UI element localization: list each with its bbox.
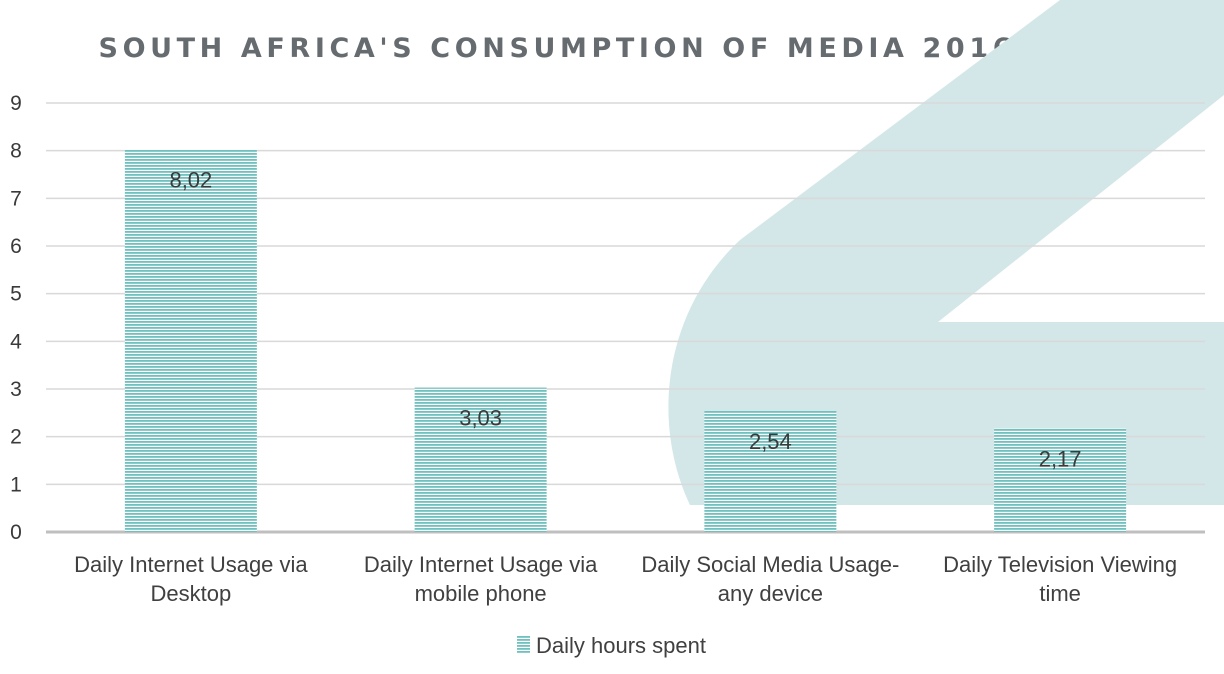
x-category-label: Daily Television Viewing	[943, 552, 1177, 577]
chart-title: SOUTH AFRICA'S CONSUMPTION OF MEDIA 2016…	[98, 33, 1126, 64]
data-label: 2,54	[749, 429, 792, 454]
x-category-label: Daily Social Media Usage-	[641, 552, 899, 577]
y-tick-label: 0	[10, 521, 22, 544]
x-category-label: mobile phone	[415, 581, 547, 606]
x-category-label: any device	[718, 581, 823, 606]
y-tick-label: 4	[10, 330, 22, 353]
y-axis-ticks: 0 1 2 3 4 5 6 7 8 9	[10, 92, 22, 544]
data-label: 2,17	[1039, 447, 1082, 472]
legend: Daily hours spent	[517, 633, 706, 658]
x-category-label: Daily Internet Usage via	[74, 552, 308, 577]
y-tick-label: 3	[10, 378, 22, 401]
y-tick-label: 8	[10, 140, 22, 163]
bar	[994, 428, 1127, 532]
data-label: 8,02	[169, 168, 212, 193]
y-tick-label: 6	[10, 235, 22, 258]
x-axis-categories: Daily Internet Usage via Desktop Daily Int…	[74, 552, 1177, 606]
bar	[414, 387, 547, 532]
bars	[124, 149, 1127, 533]
legend-label: Daily hours spent	[536, 633, 706, 658]
y-tick-label: 5	[10, 283, 22, 306]
data-label: 3,03	[459, 406, 502, 431]
data-labels: 8,02 3,03 2,54 2,17	[169, 168, 1081, 472]
bar	[124, 149, 257, 533]
y-tick-label: 1	[10, 473, 22, 496]
y-tick-label: 7	[10, 187, 22, 210]
y-tick-label: 9	[10, 92, 22, 115]
bar	[704, 410, 837, 532]
background-watermark-shape	[668, 0, 1224, 505]
x-category-label: time	[1039, 581, 1081, 606]
x-category-label: Desktop	[151, 581, 232, 606]
y-tick-label: 2	[10, 426, 22, 449]
legend-swatch	[517, 636, 530, 653]
x-category-label: Daily Internet Usage via	[364, 552, 598, 577]
